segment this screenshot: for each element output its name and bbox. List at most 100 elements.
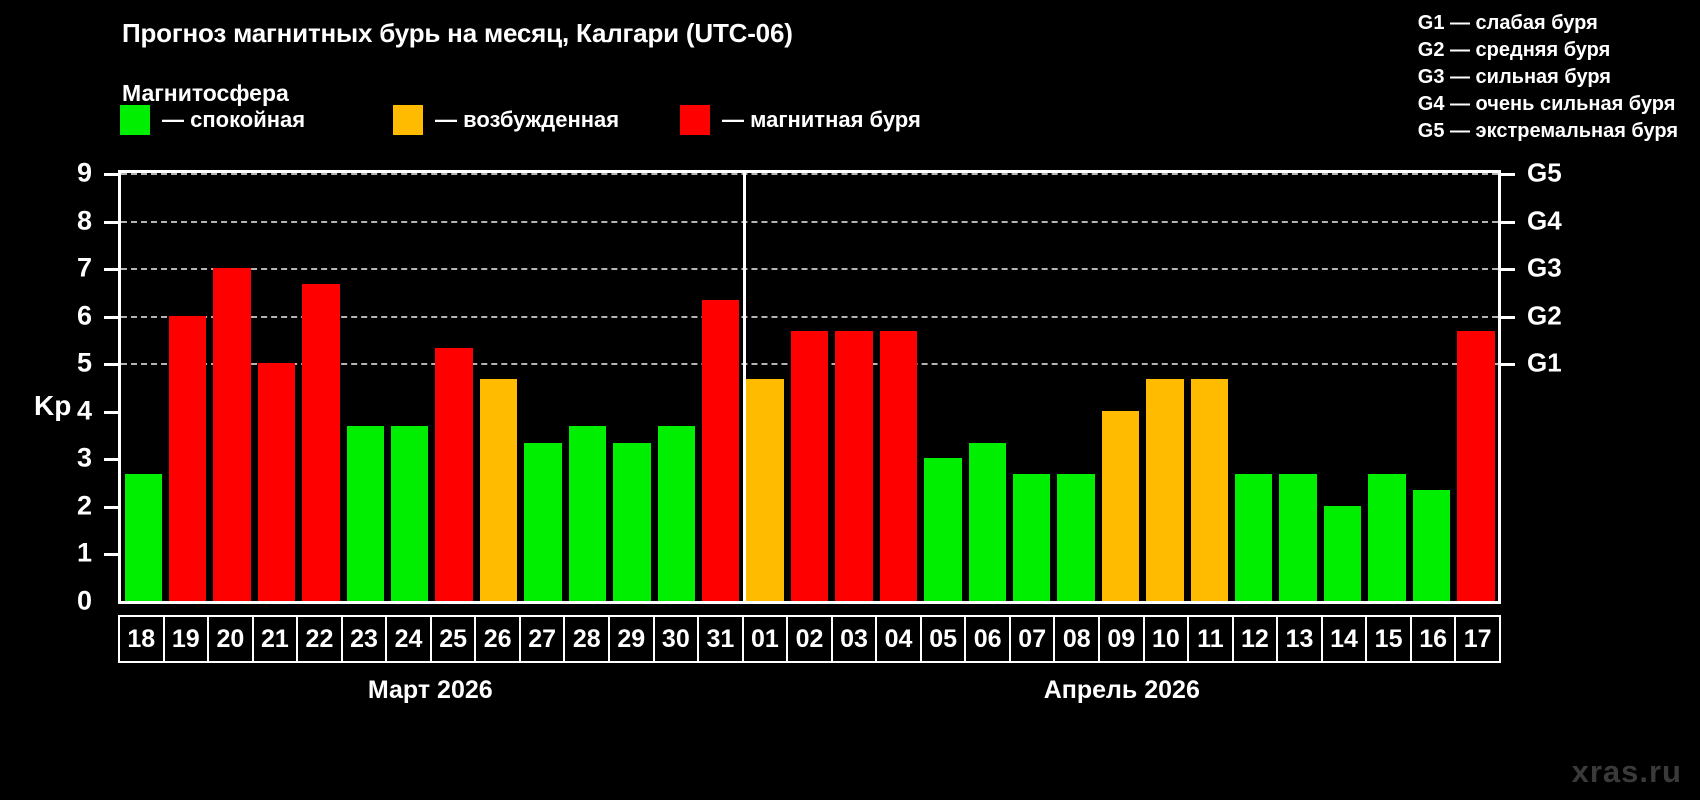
y-tick-mark-2: [104, 505, 118, 509]
watermark: xras.ru: [1571, 754, 1682, 789]
bar-slot: [121, 173, 165, 601]
y-tick-mark-8: [104, 220, 118, 224]
bar-slot: [388, 173, 432, 601]
legend-label-unsettled: — возбужденная: [435, 107, 620, 132]
bar-slot: [1232, 173, 1276, 601]
legend-swatch-calm: [120, 105, 150, 135]
day-cell-25: 25: [431, 617, 477, 661]
bar-day-23: [346, 426, 385, 601]
day-cell-08: 08: [1055, 617, 1101, 661]
bar-day-04: [879, 331, 918, 601]
bar-slot: [343, 173, 387, 601]
g-legend-row-g2: G2 — средняя буря: [1417, 39, 1611, 61]
day-cell-09: 09: [1100, 617, 1145, 661]
g-tick-mark-g4: [1501, 220, 1515, 224]
gridline-kp-9: [121, 173, 1498, 175]
bar-day-01: [746, 378, 784, 601]
bar-day-22: [302, 283, 340, 601]
y-tick-label-1: 1: [76, 537, 92, 568]
bar-day-16: [1412, 490, 1451, 601]
bar-day-19: [168, 315, 207, 601]
y-tick-mark-7: [104, 268, 118, 272]
legend-item-unsettled: — возбужденная: [393, 105, 619, 135]
y-tick-mark-5: [104, 363, 118, 367]
day-cell-06: 06: [966, 617, 1011, 661]
g-legend-row-g3: G3 — сильная буря: [1417, 66, 1611, 88]
g-legend-row-g5: G5 — экстремальная буря: [1417, 120, 1678, 142]
bar-day-13: [1279, 474, 1317, 601]
gridline-kp-8: [121, 220, 1498, 223]
bar-day-12: [1235, 474, 1273, 601]
legend-item-storm: — магнитная буря: [680, 105, 921, 135]
day-cell-01: 01: [743, 617, 789, 661]
g-tick-label-g1: G1: [1527, 347, 1562, 378]
day-cell-26: 26: [476, 617, 521, 661]
g-tick-mark-g2: [1501, 315, 1515, 319]
day-cell-29: 29: [610, 617, 655, 661]
day-cell-19: 19: [164, 617, 210, 661]
day-cell-03: 03: [832, 617, 878, 661]
day-cell-28: 28: [565, 617, 611, 661]
bar-slot: [1054, 173, 1098, 601]
bar-day-21: [257, 363, 296, 601]
gridline-kp-7: [121, 268, 1498, 271]
bar-slot: [1409, 173, 1453, 601]
g-tick-mark-g5: [1501, 173, 1515, 176]
y-tick-label-5: 5: [76, 347, 92, 378]
g-scale-axis: G1 G2 G3 G4 G5: [1501, 158, 1700, 604]
g-legend-row-g1: G1 — слабая буря: [1417, 12, 1598, 34]
day-cell-16: 16: [1411, 617, 1457, 661]
day-cell-15: 15: [1367, 617, 1412, 661]
y-tick-label-3: 3: [76, 442, 92, 473]
bar-slot: [565, 173, 609, 601]
bar-slot: [787, 173, 831, 601]
bar-day-10: [1146, 378, 1184, 601]
bar-day-09: [1101, 410, 1140, 601]
month-divider: [742, 173, 746, 601]
legend-item-calm: — спокойная: [120, 105, 305, 135]
bar-slot: [210, 173, 254, 601]
day-cell-22: 22: [298, 617, 343, 661]
y-tick-label-8: 8: [76, 205, 92, 236]
bar-slot: [1187, 173, 1231, 601]
day-cell-11: 11: [1189, 617, 1234, 661]
day-cell-13: 13: [1278, 617, 1323, 661]
y-axis: 0 1 2 3 4 5 6 7 8 9: [0, 158, 118, 616]
bar-slot: [299, 173, 343, 601]
bar-day-20: [213, 268, 251, 601]
day-cell-02: 02: [788, 617, 833, 661]
g-tick-label-g4: G4: [1527, 205, 1562, 236]
g-tick-mark-g3: [1501, 268, 1515, 272]
day-cell-10: 10: [1144, 617, 1190, 661]
bar-slot: [1143, 173, 1187, 601]
bar-slot: [743, 173, 787, 601]
bar-slot: [432, 173, 476, 601]
bar-day-02: [790, 331, 829, 601]
y-tick-label-7: 7: [76, 252, 92, 283]
bar-slot: [698, 173, 742, 601]
month-label: Март 2026: [367, 676, 493, 704]
bar-slot: [254, 173, 298, 601]
bar-day-06: [968, 442, 1006, 601]
bar-day-31: [701, 299, 740, 601]
gridline-kp-6: [121, 315, 1498, 318]
g-legend-row-g4: G4 — очень сильная буря: [1417, 93, 1676, 115]
bar-day-03: [835, 331, 873, 601]
legend-swatch-unsettled: [393, 105, 423, 135]
day-cell-04: 04: [877, 617, 922, 661]
day-cell-20: 20: [209, 617, 254, 661]
bar-day-30: [657, 426, 695, 601]
bar-slot: [654, 173, 698, 601]
bar-day-26: [479, 378, 518, 601]
month-label: Апрель 2026: [1043, 676, 1200, 704]
y-tick-label-0: 0: [76, 585, 92, 616]
day-cell-12: 12: [1233, 617, 1279, 661]
bar-slot: [1365, 173, 1409, 601]
day-cell-27: 27: [520, 617, 566, 661]
legend-swatch-storm: [680, 105, 710, 135]
legend-label-calm: — спокойная: [162, 107, 306, 132]
day-cell-31: 31: [699, 617, 744, 661]
g-tick-label-g2: G2: [1527, 300, 1562, 331]
y-tick-mark-4: [104, 410, 118, 414]
g-tick-label-g5: G5: [1527, 157, 1562, 188]
